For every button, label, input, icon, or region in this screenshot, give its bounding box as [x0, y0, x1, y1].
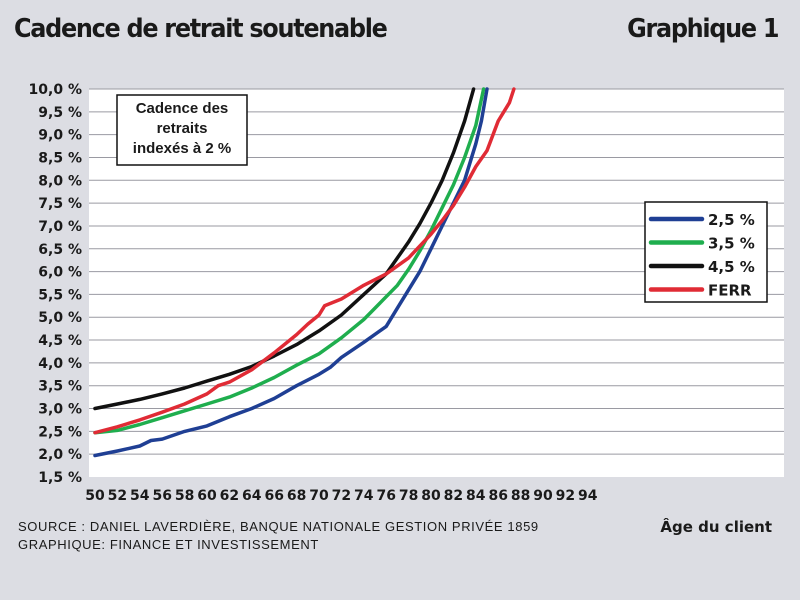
y-tick-label: 1,5 % [38, 470, 82, 486]
y-tick-label: 6,0 % [38, 265, 82, 281]
x-tick-label: 62 [220, 488, 239, 504]
x-tick-label: 84 [466, 488, 486, 504]
x-tick-label: 86 [488, 488, 507, 504]
x-tick-label: 80 [421, 488, 441, 504]
x-tick-label: 68 [287, 488, 306, 504]
x-tick-label: 72 [332, 488, 351, 504]
y-tick-label: 5,0 % [38, 310, 82, 326]
x-tick-label: 90 [533, 488, 553, 504]
y-tick-label: 3,5 % [38, 379, 82, 395]
x-axis-label: Âge du client [660, 517, 772, 536]
x-tick-label: 94 [578, 488, 598, 504]
legend-label: 4,5 % [708, 258, 755, 276]
grid [89, 88, 784, 455]
series-lines [93, 87, 516, 458]
y-tick-label: 2,0 % [38, 447, 82, 463]
series-line-4 [93, 87, 516, 435]
x-tick-label: 58 [175, 488, 194, 504]
legend-label: 3,5 % [708, 235, 755, 253]
y-tick-label: 8,0 % [38, 173, 82, 189]
legend: 2,5 % 3,5 % 4,5 % FERR [644, 201, 768, 303]
source-note: SOURCE : DANIEL LAVERDIÈRE, BANQUE NATIO… [18, 518, 539, 554]
source-line: SOURCE : DANIEL LAVERDIÈRE, BANQUE NATIO… [18, 519, 539, 534]
annotation-box-frame [116, 94, 248, 166]
x-tick-label: 82 [444, 488, 463, 504]
annotation-line: retraits [157, 120, 208, 137]
x-tick-label: 66 [264, 488, 283, 504]
annotation-line: indexés à 2 % [133, 140, 231, 157]
y-tick-label: 10,0 % [29, 82, 82, 98]
y-tick-label: 7,5 % [38, 196, 82, 212]
x-tick-label: 52 [108, 488, 127, 504]
x-tick-label: 50 [85, 488, 105, 504]
x-axis-ticks: 50 52 54 56 58 60 62 64 66 68 70 72 74 76 78 80 82 84 86 88… [85, 488, 598, 504]
y-tick-label: 5,5 % [38, 287, 82, 303]
x-tick-label: 88 [511, 488, 530, 504]
x-tick-label: 92 [556, 488, 575, 504]
annotation-text: Cadence des retraits indexés à 2 % [133, 100, 231, 157]
x-tick-label: 56 [152, 488, 171, 504]
y-tick-label: 7,0 % [38, 219, 82, 235]
legend-label: 2,5 % [708, 211, 755, 229]
y-tick-label: 8,5 % [38, 150, 82, 166]
y-tick-label: 3,0 % [38, 402, 82, 418]
x-tick-label: 54 [130, 488, 150, 504]
y-tick-label: 4,5 % [38, 333, 82, 349]
x-tick-label: 78 [399, 488, 418, 504]
y-tick-label: 6,5 % [38, 242, 82, 258]
x-tick-label: 70 [309, 488, 329, 504]
annotation-line: Cadence des [136, 100, 229, 117]
x-tick-label: 64 [242, 488, 262, 504]
x-tick-label: 74 [354, 488, 374, 504]
y-tick-label: 9,5 % [38, 105, 82, 121]
page-title: Cadence de retrait soutenable [14, 14, 388, 44]
series-line-3 [93, 87, 476, 411]
x-tick-label: 60 [197, 488, 217, 504]
y-axis-ticks: 1,5 % 2,0 % 2,5 % 3,0 % 3,5 % 4,0 % 4,5 % 5,0 %… [29, 82, 82, 486]
annotation-box: Cadence des retraits indexés à 2 % [116, 94, 248, 166]
graphic-credit-line: GRAPHIQUE: FINANCE ET INVESTISSEMENT [18, 537, 319, 552]
figure-label: Graphique 1 [626, 14, 779, 44]
series-line-2 [93, 87, 486, 435]
legend-label: FERR [708, 282, 752, 300]
y-tick-label: 2,5 % [38, 424, 82, 440]
y-tick-label: 9,0 % [38, 128, 82, 144]
y-tick-label: 4,0 % [38, 356, 82, 372]
x-tick-label: 76 [376, 488, 395, 504]
